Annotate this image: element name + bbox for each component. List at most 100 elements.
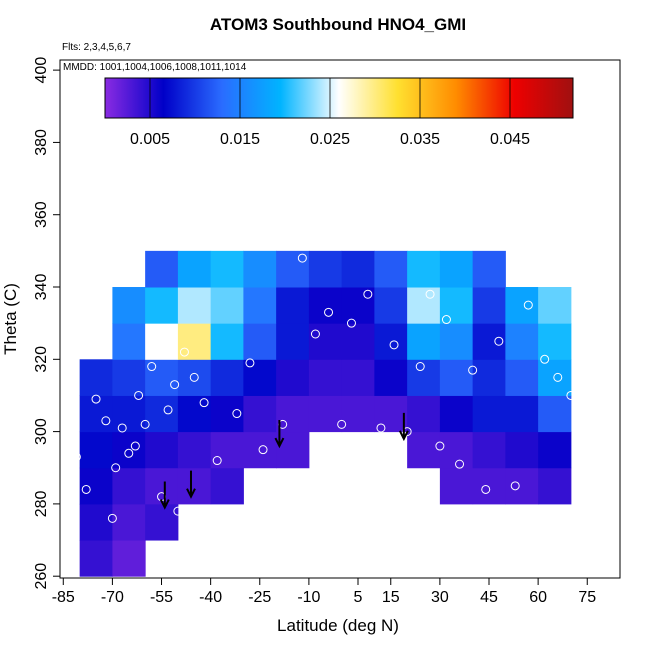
heat-cell (276, 250, 310, 288)
heat-cell (112, 467, 146, 505)
heat-cell (79, 359, 113, 396)
x-tick-label: -10 (297, 589, 320, 606)
x-tick-label: -25 (248, 589, 271, 606)
observation-point (346, 318, 356, 328)
heat-cell (308, 323, 343, 360)
heat-cell (145, 467, 179, 505)
y-tick-label: 400 (33, 57, 50, 84)
observation-point (310, 329, 320, 339)
heat-cell (439, 287, 474, 324)
heat-cell (472, 395, 506, 433)
x-tick-label: 45 (480, 589, 498, 606)
heat-cell (308, 287, 343, 324)
heatmap (79, 250, 572, 577)
heat-cell (538, 359, 572, 396)
x-tick-label: 15 (382, 589, 400, 606)
observation-point (245, 358, 255, 368)
heat-cell (341, 395, 375, 433)
x-tick-label: 5 (354, 589, 363, 606)
y-tick-label: 340 (33, 274, 50, 301)
heat-cell (374, 287, 408, 324)
observation-point (389, 340, 399, 350)
heat-cell (505, 323, 539, 360)
heat-cell (177, 431, 212, 469)
observation-point (140, 419, 150, 429)
heat-cell (210, 250, 244, 288)
heat-cell (112, 395, 146, 433)
heat-cell (145, 250, 179, 288)
observation-point (468, 365, 478, 375)
heat-cell (145, 431, 179, 469)
y-tick-label: 320 (33, 346, 50, 373)
annotation: MMDD: 1001,1004,1006,1008,1011,1014 (63, 62, 247, 73)
observation-point (523, 300, 533, 310)
heat-cell (112, 431, 146, 469)
heat-cell (341, 323, 375, 360)
heat-cell (472, 467, 506, 505)
observation-point (117, 423, 127, 433)
x-tick-label: -55 (150, 589, 173, 606)
heat-cell (505, 467, 539, 505)
heat-cell (308, 395, 343, 433)
x-tick-label: 75 (578, 589, 596, 606)
heat-cell (407, 431, 441, 469)
observation-point (173, 506, 183, 516)
heat-cell (341, 250, 375, 288)
heat-cell (407, 395, 441, 433)
heat-cell (145, 323, 179, 360)
x-tick-label: 60 (529, 589, 547, 606)
heat-cell (472, 431, 506, 469)
heat-cell (79, 540, 113, 577)
heat-cell (439, 431, 474, 469)
observation-point (553, 372, 563, 382)
heat-cell (407, 250, 441, 288)
observation-point (494, 336, 504, 346)
colorbar-tick-label: 0.035 (400, 131, 440, 148)
heat-cell (210, 467, 244, 505)
heat-cell (177, 287, 212, 324)
heat-cell (243, 395, 277, 433)
heat-cell (341, 287, 375, 324)
heat-cell (112, 503, 146, 541)
observation-point (124, 448, 134, 458)
subtitle: Flts: 2,3,4,5,6,7 (62, 42, 131, 53)
y-axis-label: Theta (C) (1, 283, 20, 355)
heat-cell (505, 359, 539, 396)
observation-point (81, 484, 91, 494)
heat-cell (243, 323, 277, 360)
arrow (274, 420, 285, 449)
heat-cell (374, 250, 408, 288)
heat-cell (538, 287, 572, 324)
heat-cell (243, 250, 277, 288)
heat-cell (145, 359, 179, 396)
heat-cell (177, 359, 212, 396)
observation-point (111, 463, 121, 473)
observation-point (153, 343, 163, 353)
observation-point (376, 423, 386, 433)
heat-cell (472, 323, 506, 360)
y-tick-label: 360 (33, 201, 50, 228)
heat-cell (407, 323, 441, 360)
heat-cell (538, 431, 572, 469)
heat-cell (276, 287, 310, 324)
colorbar-tick-label: 0.005 (130, 131, 170, 148)
heat-cell (439, 250, 474, 288)
observation-point (107, 513, 117, 523)
heat-cell (177, 323, 212, 360)
heat-cell (439, 323, 474, 360)
heat-cell (308, 250, 343, 288)
heat-cell (112, 359, 146, 396)
x-tick-label: -40 (199, 589, 222, 606)
heat-cell (538, 395, 572, 433)
x-tick-label: 30 (431, 589, 449, 606)
observation-point (435, 441, 445, 451)
heat-cell (112, 540, 146, 577)
heat-cell (472, 359, 506, 396)
observation-point (540, 354, 550, 364)
chart-title: ATOM3 Southbound HNO4_GMI (210, 15, 466, 34)
y-tick-label: 300 (33, 418, 50, 445)
observation-point (189, 372, 199, 382)
y-tick-label: 260 (33, 563, 50, 590)
heat-cell (243, 431, 277, 469)
observation-point (163, 405, 173, 415)
